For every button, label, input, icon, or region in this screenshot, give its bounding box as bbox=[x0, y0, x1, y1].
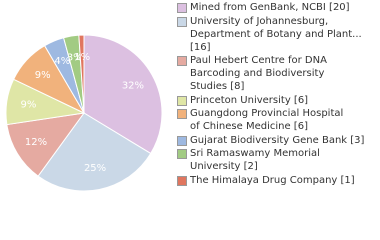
pie-chart: 32%25%12%9%9%4%3%1% bbox=[5, 34, 163, 192]
legend-item: Guangdong Provincial Hospital of Chinese… bbox=[174, 107, 380, 133]
legend-label: Princeton University [6] bbox=[190, 94, 309, 106]
legend-item: Princeton University [6] bbox=[174, 94, 380, 107]
legend: Mined from GenBank, NCBI [20] University … bbox=[174, 1, 380, 187]
legend-swatch bbox=[177, 149, 187, 159]
legend-swatch bbox=[177, 175, 187, 186]
legend-label: Paul Hebert Centre for DNA Barcoding and… bbox=[190, 55, 327, 92]
slice-label: 9% bbox=[21, 100, 37, 111]
slice-label: 32% bbox=[122, 80, 144, 91]
legend-item: Sri Ramaswamy Memorial University [2] bbox=[174, 147, 380, 173]
legend-label: Mined from GenBank, NCBI [20] bbox=[190, 2, 350, 13]
slice-label: 9% bbox=[35, 70, 51, 81]
legend-item: Paul Hebert Centre for DNA Barcoding and… bbox=[174, 54, 380, 93]
pie-slice bbox=[6, 112, 86, 177]
slice-label: 25% bbox=[84, 163, 106, 174]
slice-label: 3% bbox=[67, 53, 83, 64]
legend-item: University of Johannesburg, Department o… bbox=[174, 15, 380, 54]
legend-swatch bbox=[177, 109, 187, 119]
legend-swatch bbox=[177, 135, 187, 146]
legend-swatch bbox=[177, 56, 187, 66]
legend-swatch bbox=[177, 95, 187, 106]
slice-label: 4% bbox=[54, 56, 70, 67]
pie-slice bbox=[37, 112, 152, 192]
legend-label: Gujarat Biodiversity Gene Bank [3] bbox=[190, 134, 365, 146]
legend-swatch bbox=[177, 16, 187, 27]
pie-slice bbox=[78, 34, 85, 114]
legend-label: University of Johannesburg, Department o… bbox=[190, 15, 362, 53]
pie-slice bbox=[83, 34, 163, 155]
legend-swatch bbox=[177, 3, 187, 13]
legend-label: Guangdong Provincial Hospital of Chinese… bbox=[190, 108, 344, 132]
legend-label: The Himalaya Drug Company [1] bbox=[190, 174, 355, 186]
legend-item: The Himalaya Drug Company [1] bbox=[174, 174, 380, 187]
legend-item: Mined from GenBank, NCBI [20] bbox=[174, 1, 380, 14]
slice-label: 12% bbox=[25, 137, 47, 148]
legend-label: Sri Ramaswamy Memorial University [2] bbox=[190, 148, 320, 172]
slice-label: 1% bbox=[74, 52, 90, 63]
legend-item: Gujarat Biodiversity Gene Bank [3] bbox=[174, 134, 380, 147]
